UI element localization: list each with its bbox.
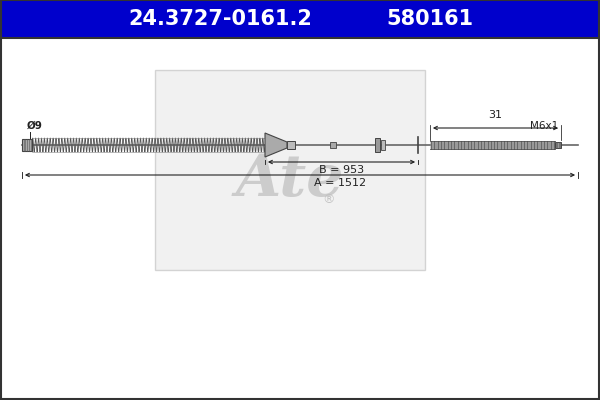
Bar <box>0 0 600 38</box>
Bar <box>155 70 425 270</box>
Bar <box>330 142 336 148</box>
Text: M6x1: M6x1 <box>530 121 558 131</box>
Bar <box>381 140 385 150</box>
Bar <box>375 138 380 152</box>
Text: 31: 31 <box>488 110 503 120</box>
Bar <box>555 142 561 148</box>
Text: A = 1512: A = 1512 <box>314 178 366 188</box>
Polygon shape <box>265 133 287 157</box>
Bar <box>22 139 32 151</box>
Bar <box>287 141 295 149</box>
Text: Ø9: Ø9 <box>27 121 43 131</box>
Text: ®: ® <box>322 194 334 206</box>
Text: 24.3727-0161.2: 24.3727-0161.2 <box>128 9 312 29</box>
Text: 580161: 580161 <box>386 9 473 29</box>
Text: B = 953: B = 953 <box>319 165 364 175</box>
Text: Ate: Ate <box>236 152 344 208</box>
